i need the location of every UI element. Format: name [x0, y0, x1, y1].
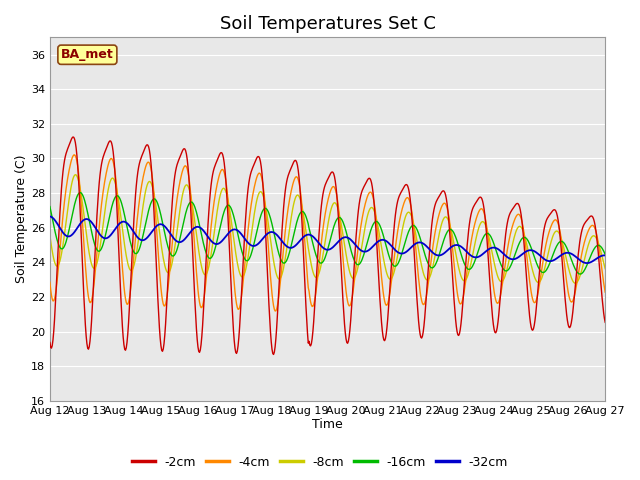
Y-axis label: Soil Temperature (C): Soil Temperature (C): [15, 155, 28, 283]
Legend: -2cm, -4cm, -8cm, -16cm, -32cm: -2cm, -4cm, -8cm, -16cm, -32cm: [127, 451, 513, 474]
X-axis label: Time: Time: [312, 419, 343, 432]
Title: Soil Temperatures Set C: Soil Temperatures Set C: [220, 15, 435, 33]
Text: BA_met: BA_met: [61, 48, 114, 61]
